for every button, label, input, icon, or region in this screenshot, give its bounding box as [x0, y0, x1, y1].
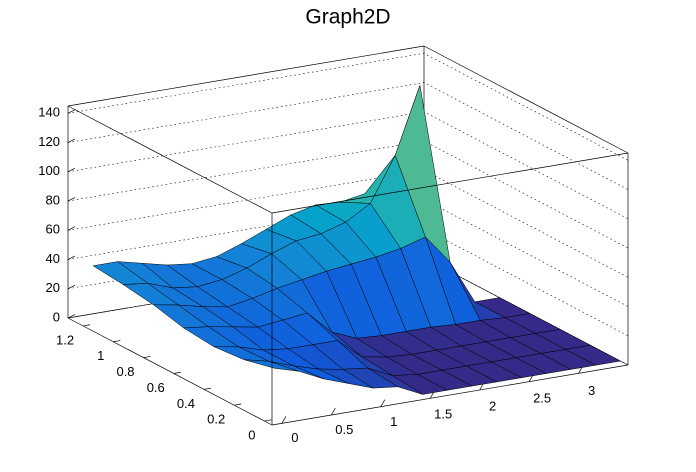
- x-tick-label: 2: [489, 398, 496, 413]
- z-tick: [67, 226, 76, 231]
- z-tick-label: 60: [46, 222, 60, 237]
- z-tick-label: 20: [46, 280, 60, 295]
- y-tick: [143, 356, 151, 358]
- y-tick: [203, 387, 212, 390]
- y-tick: [83, 324, 91, 327]
- x-tick: [281, 416, 287, 424]
- x-tick-label: 0: [291, 430, 298, 445]
- z-tick: [67, 167, 76, 173]
- z-tick: [67, 138, 76, 143]
- y-tick-label: 0.2: [207, 412, 225, 427]
- x-tick: [331, 407, 336, 416]
- z-tick-label: 140: [38, 105, 60, 120]
- grid-line: [67, 52, 629, 161]
- y-tick-label: 0.8: [116, 364, 134, 379]
- z-tick: [67, 109, 76, 114]
- axis-line: [271, 364, 629, 426]
- grid-line: [67, 82, 629, 190]
- y-tick-label: 1.2: [56, 332, 74, 347]
- y-tick: [264, 419, 272, 422]
- axis-line: [67, 317, 273, 426]
- y-tick-label: 0.6: [147, 380, 165, 395]
- surface-cell: [243, 359, 300, 372]
- z-tick-label: 40: [46, 251, 60, 266]
- y-tick: [113, 340, 121, 343]
- z-tick-label: 100: [38, 163, 60, 178]
- x-tick: [380, 399, 386, 407]
- y-tick-label: 0: [248, 427, 255, 442]
- box-edge: [67, 45, 425, 107]
- box-edge: [67, 105, 273, 214]
- x-tick-label: 2.5: [533, 391, 551, 406]
- z-tick: [67, 197, 76, 202]
- x-tick-label: 1: [390, 414, 397, 429]
- box-edge: [423, 45, 629, 154]
- z-tick-label: 120: [38, 134, 60, 149]
- x-tick-label: 3: [588, 383, 595, 398]
- box-edge: [271, 152, 629, 214]
- x-tick-label: 1.5: [434, 406, 452, 421]
- x-tick-label: 0.5: [335, 422, 353, 437]
- y-tick: [173, 371, 181, 374]
- z-tick-label: 80: [46, 192, 60, 207]
- z-tick: [67, 284, 76, 290]
- y-tick-label: 1: [97, 348, 104, 363]
- y-tick: [234, 403, 242, 406]
- z-tick: [67, 255, 76, 260]
- z-tick-label: 0: [53, 309, 60, 324]
- chart-title: Graph2D: [305, 6, 390, 29]
- y-tick-label: 0.4: [177, 396, 195, 411]
- z-tick: [67, 314, 76, 319]
